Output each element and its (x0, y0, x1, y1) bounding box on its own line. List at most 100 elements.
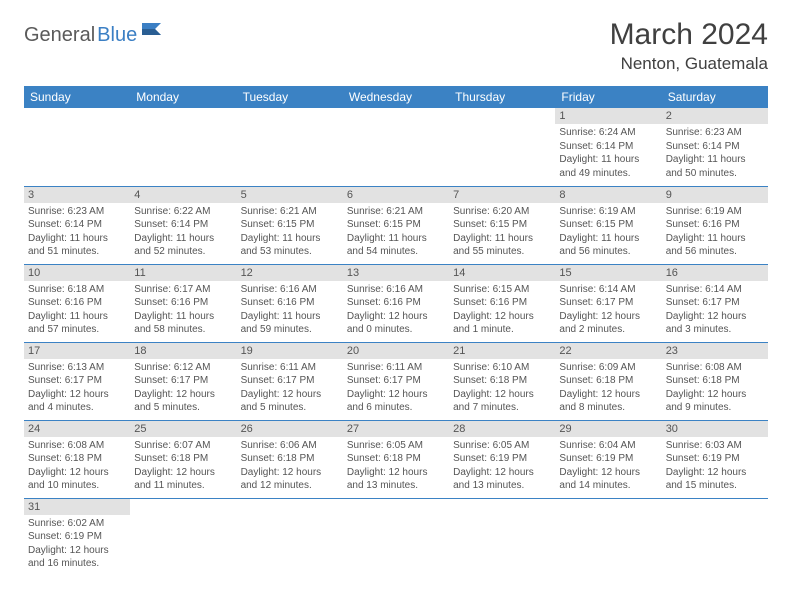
day-details: Sunrise: 6:19 AMSunset: 6:15 PMDaylight:… (555, 203, 661, 263)
day-detail-line: Sunrise: 6:14 AM (559, 283, 657, 297)
day-number: 10 (24, 265, 130, 281)
day-details: Sunrise: 6:16 AMSunset: 6:16 PMDaylight:… (343, 281, 449, 341)
day-detail-line: Daylight: 11 hours (666, 153, 764, 167)
day-details: Sunrise: 6:09 AMSunset: 6:18 PMDaylight:… (555, 359, 661, 419)
calendar-cell: 8Sunrise: 6:19 AMSunset: 6:15 PMDaylight… (555, 186, 661, 264)
day-detail-line: Sunrise: 6:13 AM (28, 361, 126, 375)
calendar-week-row: 17Sunrise: 6:13 AMSunset: 6:17 PMDayligh… (24, 342, 768, 420)
weekday-header: Wednesday (343, 86, 449, 108)
day-detail-line: and 9 minutes. (666, 401, 764, 415)
day-details: Sunrise: 6:13 AMSunset: 6:17 PMDaylight:… (24, 359, 130, 419)
day-detail-line: Sunrise: 6:08 AM (666, 361, 764, 375)
day-details: Sunrise: 6:11 AMSunset: 6:17 PMDaylight:… (343, 359, 449, 419)
day-number: 23 (662, 343, 768, 359)
day-detail-line: Sunrise: 6:22 AM (134, 205, 232, 219)
day-details: Sunrise: 6:21 AMSunset: 6:15 PMDaylight:… (237, 203, 343, 263)
day-detail-line: and 57 minutes. (28, 323, 126, 337)
day-details: Sunrise: 6:02 AMSunset: 6:19 PMDaylight:… (24, 515, 130, 575)
day-detail-line: and 1 minute. (453, 323, 551, 337)
day-details: Sunrise: 6:06 AMSunset: 6:18 PMDaylight:… (237, 437, 343, 497)
calendar-cell: 28Sunrise: 6:05 AMSunset: 6:19 PMDayligh… (449, 420, 555, 498)
calendar-cell (237, 498, 343, 576)
day-details: Sunrise: 6:16 AMSunset: 6:16 PMDaylight:… (237, 281, 343, 341)
day-detail-line: Daylight: 11 hours (134, 232, 232, 246)
calendar-cell: 12Sunrise: 6:16 AMSunset: 6:16 PMDayligh… (237, 264, 343, 342)
calendar-week-row: 10Sunrise: 6:18 AMSunset: 6:16 PMDayligh… (24, 264, 768, 342)
day-detail-line: Daylight: 12 hours (453, 466, 551, 480)
day-detail-line: Sunrise: 6:24 AM (559, 126, 657, 140)
day-detail-line: and 54 minutes. (347, 245, 445, 259)
day-detail-line: Daylight: 12 hours (134, 466, 232, 480)
calendar-cell: 25Sunrise: 6:07 AMSunset: 6:18 PMDayligh… (130, 420, 236, 498)
calendar-table: Sunday Monday Tuesday Wednesday Thursday… (24, 86, 768, 576)
day-detail-line: Daylight: 12 hours (347, 388, 445, 402)
day-detail-line: Sunset: 6:15 PM (241, 218, 339, 232)
day-detail-line: Sunrise: 6:05 AM (453, 439, 551, 453)
day-details: Sunrise: 6:12 AMSunset: 6:17 PMDaylight:… (130, 359, 236, 419)
day-details: Sunrise: 6:14 AMSunset: 6:17 PMDaylight:… (555, 281, 661, 341)
day-detail-line: and 52 minutes. (134, 245, 232, 259)
calendar-week-row: 3Sunrise: 6:23 AMSunset: 6:14 PMDaylight… (24, 186, 768, 264)
day-detail-line: Sunrise: 6:16 AM (241, 283, 339, 297)
logo: GeneralBlue (24, 18, 163, 47)
day-detail-line: Daylight: 11 hours (134, 310, 232, 324)
calendar-cell: 17Sunrise: 6:13 AMSunset: 6:17 PMDayligh… (24, 342, 130, 420)
day-detail-line: and 51 minutes. (28, 245, 126, 259)
calendar-cell: 27Sunrise: 6:05 AMSunset: 6:18 PMDayligh… (343, 420, 449, 498)
day-detail-line: Sunset: 6:17 PM (666, 296, 764, 310)
calendar-cell (130, 498, 236, 576)
calendar-cell: 26Sunrise: 6:06 AMSunset: 6:18 PMDayligh… (237, 420, 343, 498)
day-details: Sunrise: 6:05 AMSunset: 6:19 PMDaylight:… (449, 437, 555, 497)
day-detail-line: Sunrise: 6:02 AM (28, 517, 126, 531)
day-number: 20 (343, 343, 449, 359)
calendar-cell: 29Sunrise: 6:04 AMSunset: 6:19 PMDayligh… (555, 420, 661, 498)
day-detail-line: Daylight: 12 hours (559, 466, 657, 480)
day-number: 27 (343, 421, 449, 437)
day-detail-line: Sunrise: 6:23 AM (28, 205, 126, 219)
header: GeneralBlue March 2024 Nenton, Guatemala (24, 18, 768, 74)
day-detail-line: Daylight: 12 hours (347, 466, 445, 480)
day-number: 15 (555, 265, 661, 281)
day-detail-line: Sunset: 6:16 PM (666, 218, 764, 232)
day-detail-line: Sunset: 6:19 PM (453, 452, 551, 466)
day-detail-line: Daylight: 11 hours (28, 232, 126, 246)
day-detail-line: and 2 minutes. (559, 323, 657, 337)
day-detail-line: and 49 minutes. (559, 167, 657, 181)
day-number: 1 (555, 108, 661, 124)
day-detail-line: Sunrise: 6:11 AM (347, 361, 445, 375)
day-detail-line: and 16 minutes. (28, 557, 126, 571)
calendar-cell: 16Sunrise: 6:14 AMSunset: 6:17 PMDayligh… (662, 264, 768, 342)
month-title: March 2024 (610, 18, 768, 52)
day-detail-line: Sunset: 6:15 PM (453, 218, 551, 232)
day-detail-line: Daylight: 12 hours (28, 544, 126, 558)
day-detail-line: and 6 minutes. (347, 401, 445, 415)
day-detail-line: Sunset: 6:16 PM (134, 296, 232, 310)
day-detail-line: Sunset: 6:17 PM (28, 374, 126, 388)
calendar-cell: 4Sunrise: 6:22 AMSunset: 6:14 PMDaylight… (130, 186, 236, 264)
calendar-cell (662, 498, 768, 576)
day-detail-line: and 15 minutes. (666, 479, 764, 493)
day-detail-line: Daylight: 12 hours (666, 310, 764, 324)
day-detail-line: and 56 minutes. (666, 245, 764, 259)
calendar-cell: 3Sunrise: 6:23 AMSunset: 6:14 PMDaylight… (24, 186, 130, 264)
day-detail-line: Sunset: 6:18 PM (453, 374, 551, 388)
calendar-week-row: 31Sunrise: 6:02 AMSunset: 6:19 PMDayligh… (24, 498, 768, 576)
day-detail-line: and 8 minutes. (559, 401, 657, 415)
day-detail-line: and 13 minutes. (347, 479, 445, 493)
day-detail-line: Sunset: 6:17 PM (241, 374, 339, 388)
day-detail-line: Sunset: 6:18 PM (347, 452, 445, 466)
day-details: Sunrise: 6:07 AMSunset: 6:18 PMDaylight:… (130, 437, 236, 497)
day-detail-line: and 58 minutes. (134, 323, 232, 337)
day-detail-line: Sunrise: 6:21 AM (347, 205, 445, 219)
day-detail-line: Daylight: 12 hours (559, 388, 657, 402)
day-detail-line: and 14 minutes. (559, 479, 657, 493)
day-detail-line: Sunset: 6:14 PM (134, 218, 232, 232)
day-detail-line: Daylight: 12 hours (559, 310, 657, 324)
day-detail-line: and 5 minutes. (241, 401, 339, 415)
day-detail-line: Daylight: 11 hours (559, 153, 657, 167)
day-number: 22 (555, 343, 661, 359)
logo-text-general: General (24, 24, 95, 47)
day-number: 11 (130, 265, 236, 281)
calendar-cell: 30Sunrise: 6:03 AMSunset: 6:19 PMDayligh… (662, 420, 768, 498)
day-detail-line: Sunrise: 6:23 AM (666, 126, 764, 140)
